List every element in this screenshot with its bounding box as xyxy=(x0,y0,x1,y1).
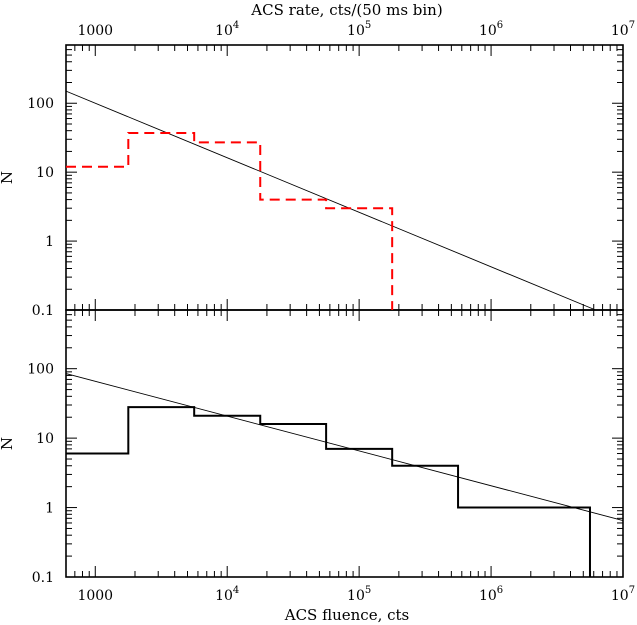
bottom-y-tick-label: 1 xyxy=(45,501,54,517)
top-x-tick-label: 1000 xyxy=(77,23,113,39)
top-axis-title: ACS rate, cts/(50 ms bin) xyxy=(250,1,442,19)
bottom-fit-line xyxy=(65,373,624,521)
bottom-x-tick-label: 106 xyxy=(479,585,503,604)
bottom-y-tick-label: 10 xyxy=(36,431,54,447)
top-plot-frame xyxy=(65,44,624,311)
top-histogram-series xyxy=(66,132,394,310)
top-x-tick-label: 106 xyxy=(479,20,503,39)
data-series xyxy=(65,90,624,577)
bottom-x-tick-label: 105 xyxy=(347,585,371,604)
bottom-y-tick-label: 0.1 xyxy=(32,570,54,586)
top-y-tick-label: 10 xyxy=(36,165,54,181)
top-x-tick-label: 105 xyxy=(347,20,371,39)
top-y-tick-label: 1 xyxy=(45,234,54,250)
top-y-tick-label: 0.1 xyxy=(32,303,54,319)
top-x-tick-label: 107 xyxy=(611,20,635,39)
bottom-x-tick-label: 107 xyxy=(611,585,635,604)
bottom-histogram-series xyxy=(66,406,591,577)
bottom-x-tick-label: 1000 xyxy=(77,588,113,604)
plot-frames xyxy=(65,44,624,578)
bottom-y-tick-label: 100 xyxy=(27,362,54,378)
bottom-axis-title: ACS fluence, cts xyxy=(284,606,410,624)
bottom-plot-frame xyxy=(65,309,624,578)
top-y-axis-title: N xyxy=(0,171,16,184)
axis-texts: 0.1 1 10 100 N 0.1 1 10 100 N 1000 104 105 106 107 1000… xyxy=(0,20,635,604)
top-y-tick-label: 100 xyxy=(27,96,54,112)
top-fit-line xyxy=(65,90,596,311)
bottom-x-tick-label: 104 xyxy=(215,585,239,604)
top-x-tick-label: 104 xyxy=(215,20,239,39)
bottom-y-axis-title: N xyxy=(0,437,16,450)
